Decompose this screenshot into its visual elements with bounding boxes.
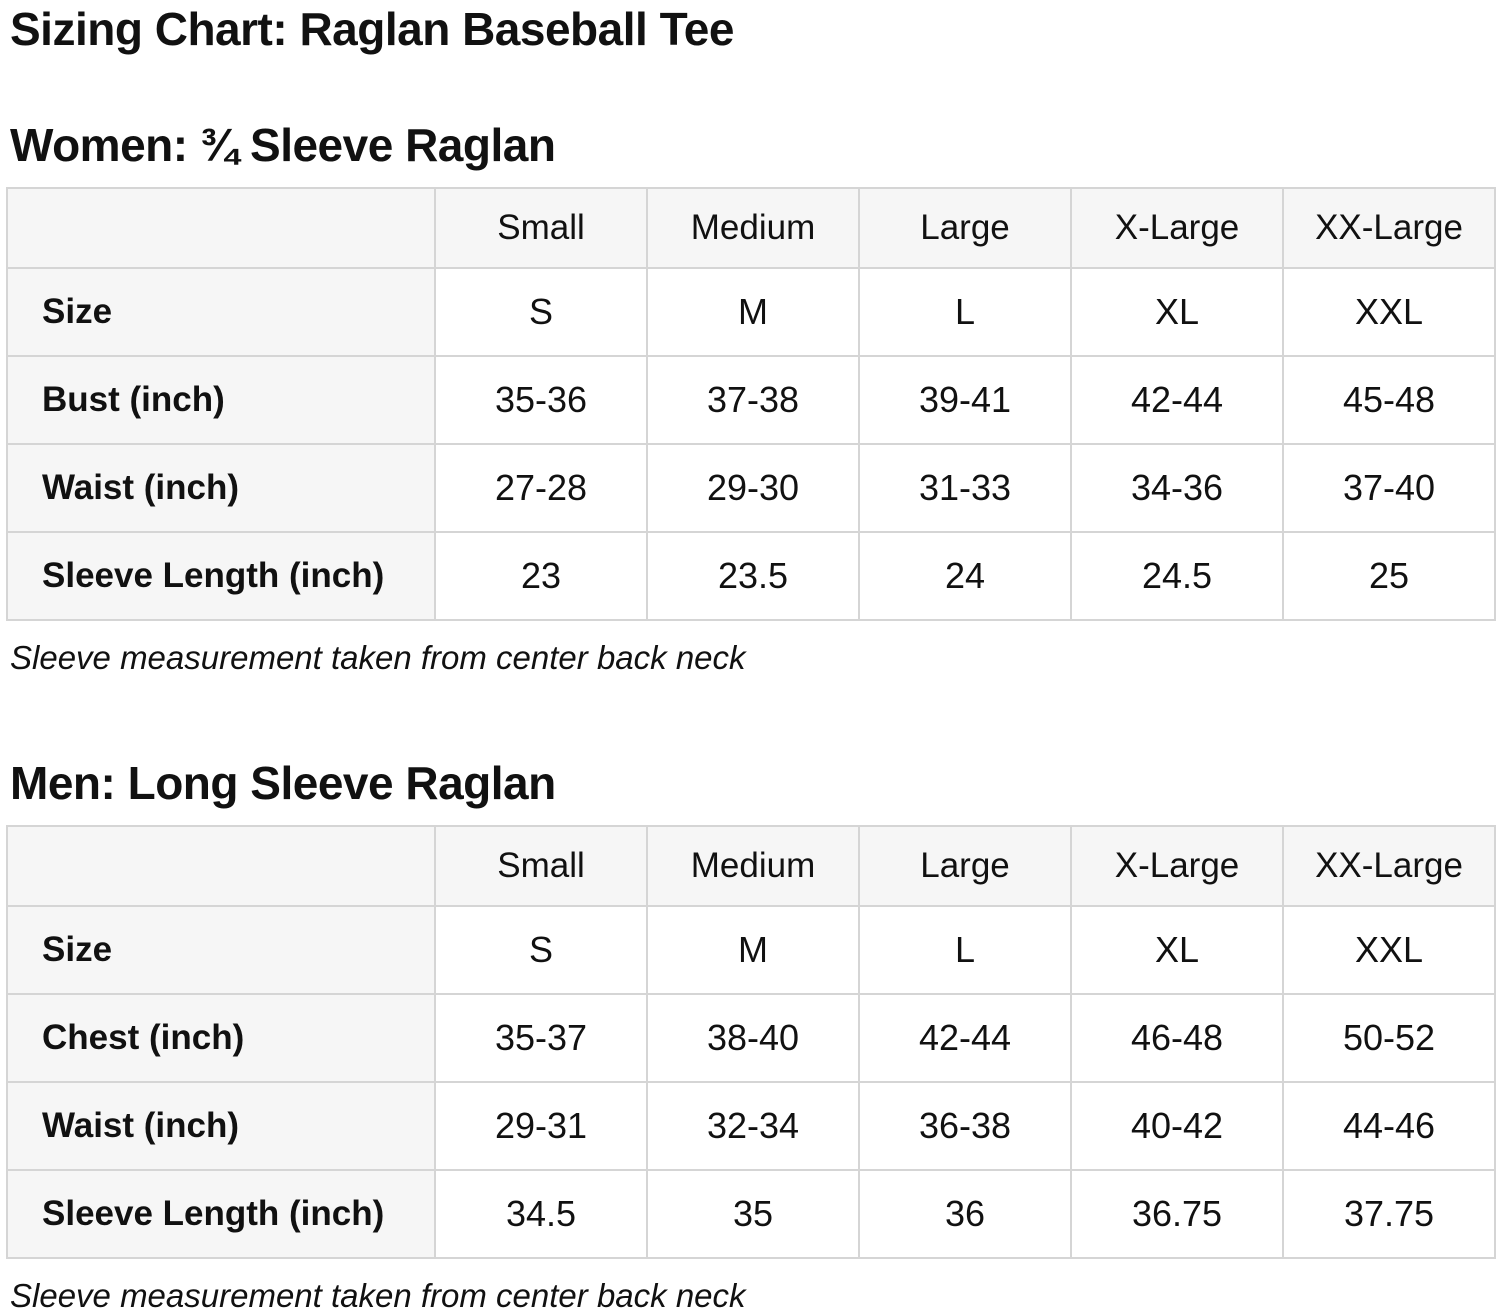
size-value-cell: 46-48: [1070, 993, 1284, 1083]
size-value-cell: 39-41: [858, 355, 1072, 445]
row-label: Waist (inch): [6, 443, 436, 533]
column-header: Medium: [646, 187, 860, 269]
size-value-cell: 36-38: [858, 1081, 1072, 1171]
size-header-row: Small Medium Large X-Large XX-Large: [6, 187, 1496, 269]
column-header: Small: [434, 825, 648, 907]
size-value-cell: 35-37: [434, 993, 648, 1083]
men-section-heading: Men: Long Sleeve Raglan: [10, 757, 556, 809]
column-header: XX-Large: [1282, 825, 1496, 907]
size-value-cell: 34-36: [1070, 443, 1284, 533]
size-value-cell: 37-40: [1282, 443, 1496, 533]
men-section: Men: Long Sleeve Raglan Small Medium Large…: [6, 757, 1496, 1315]
size-value-cell: XL: [1070, 267, 1284, 357]
size-value-cell: 36: [858, 1169, 1072, 1259]
table-row: Size S M L XL XXL: [6, 905, 1496, 995]
size-value-cell: 29-30: [646, 443, 860, 533]
size-value-cell: 42-44: [858, 993, 1072, 1083]
size-value-cell: 40-42: [1070, 1081, 1284, 1171]
size-value-cell: 23: [434, 531, 648, 621]
size-value-cell: M: [646, 905, 860, 995]
column-header: XX-Large: [1282, 187, 1496, 269]
row-label: Size: [6, 267, 436, 357]
row-label: Sleeve Length (inch): [6, 1169, 436, 1259]
size-value-cell: 36.75: [1070, 1169, 1284, 1259]
row-label: Bust (inch): [6, 355, 436, 445]
size-value-cell: XXL: [1282, 267, 1496, 357]
size-value-cell: S: [434, 267, 648, 357]
size-value-cell: L: [858, 267, 1072, 357]
column-header: Large: [858, 825, 1072, 907]
corner-cell: [6, 825, 436, 907]
row-label: Size: [6, 905, 436, 995]
size-value-cell: 32-34: [646, 1081, 860, 1171]
size-value-cell: 31-33: [858, 443, 1072, 533]
size-value-cell: 37-38: [646, 355, 860, 445]
page-title: Sizing Chart: Raglan Baseball Tee: [10, 3, 734, 55]
size-value-cell: 25: [1282, 531, 1496, 621]
size-header-row: Small Medium Large X-Large XX-Large: [6, 825, 1496, 907]
size-value-cell: 35-36: [434, 355, 648, 445]
column-header: Small: [434, 187, 648, 269]
row-label: Chest (inch): [6, 993, 436, 1083]
women-size-table: Small Medium Large X-Large XX-Large Size S M L XL…: [6, 187, 1496, 621]
size-value-cell: S: [434, 905, 648, 995]
table-row: Sleeve Length (inch) 23 23.5 24 24.5 25: [6, 531, 1496, 621]
women-section: Women: ¾ Sleeve Raglan Small Medium Large X…: [6, 119, 1496, 679]
men-size-table: Small Medium Large X-Large XX-Large Size S M L XL…: [6, 825, 1496, 1259]
size-value-cell: 37.75: [1282, 1169, 1496, 1259]
size-value-cell: L: [858, 905, 1072, 995]
table-row: Size S M L XL XXL: [6, 267, 1496, 357]
size-value-cell: 29-31: [434, 1081, 648, 1171]
size-value-cell: 38-40: [646, 993, 860, 1083]
table-row: Chest (inch) 35-37 38-40 42-44 46-48 50-52: [6, 993, 1496, 1083]
table-row: Sleeve Length (inch) 34.5 35 36 36.75 37.75: [6, 1169, 1496, 1259]
size-value-cell: XXL: [1282, 905, 1496, 995]
table-row: Waist (inch) 29-31 32-34 36-38 40-42 44-46: [6, 1081, 1496, 1171]
table-row: Bust (inch) 35-36 37-38 39-41 42-44 45-48: [6, 355, 1496, 445]
size-value-cell: XL: [1070, 905, 1284, 995]
women-section-heading: Women: ¾ Sleeve Raglan: [10, 119, 556, 171]
size-value-cell: 50-52: [1282, 993, 1496, 1083]
men-sleeve-note: Sleeve measurement taken from center bac…: [10, 1277, 746, 1314]
column-header: Medium: [646, 825, 860, 907]
column-header: X-Large: [1070, 825, 1284, 907]
size-value-cell: 44-46: [1282, 1081, 1496, 1171]
row-label: Sleeve Length (inch): [6, 531, 436, 621]
column-header: Large: [858, 187, 1072, 269]
column-header: X-Large: [1070, 187, 1284, 269]
women-sleeve-note: Sleeve measurement taken from center bac…: [10, 639, 746, 676]
size-value-cell: 35: [646, 1169, 860, 1259]
table-row: Waist (inch) 27-28 29-30 31-33 34-36 37-40: [6, 443, 1496, 533]
size-value-cell: 42-44: [1070, 355, 1284, 445]
size-value-cell: M: [646, 267, 860, 357]
corner-cell: [6, 187, 436, 269]
row-label: Waist (inch): [6, 1081, 436, 1171]
size-value-cell: 27-28: [434, 443, 648, 533]
size-value-cell: 45-48: [1282, 355, 1496, 445]
size-value-cell: 34.5: [434, 1169, 648, 1259]
size-value-cell: 23.5: [646, 531, 860, 621]
size-value-cell: 24.5: [1070, 531, 1284, 621]
size-value-cell: 24: [858, 531, 1072, 621]
